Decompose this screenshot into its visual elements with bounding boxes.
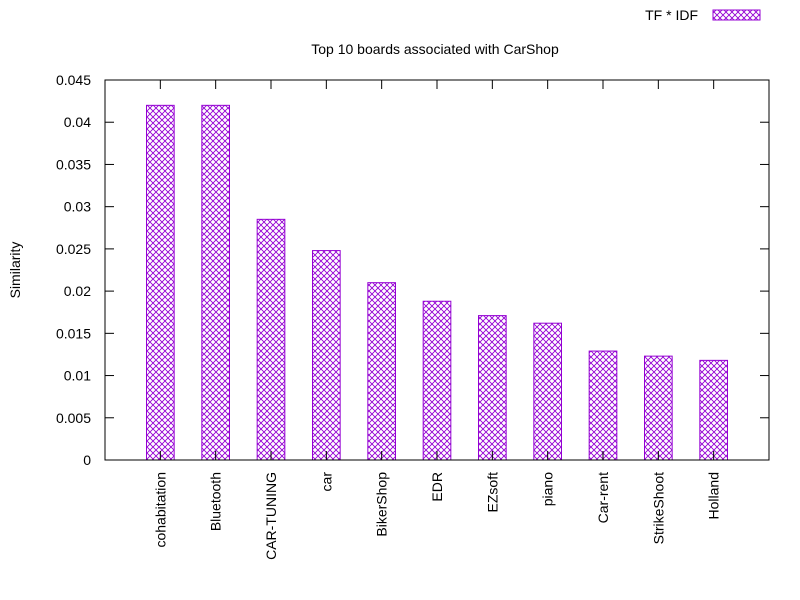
- y-tick-label: 0.015: [56, 325, 91, 341]
- y-tick-label: 0: [83, 452, 91, 468]
- x-tick-label: StrikeShoot: [650, 472, 666, 544]
- x-axis: cohabitation Bluetooth CAR-TUNING car BikerS…: [152, 80, 722, 560]
- bar-ezsoft: [478, 315, 507, 461]
- bar-car-tuning: [256, 218, 286, 461]
- x-tick-label: cohabitation: [152, 472, 168, 548]
- legend-label: TF * IDF: [645, 7, 698, 23]
- y-tick-label: 0.025: [56, 241, 91, 257]
- x-tick-label: Car-rent: [595, 472, 611, 523]
- chart-title: Top 10 boards associated with CarShop: [311, 41, 559, 57]
- x-tick-label: Bluetooth: [208, 472, 224, 531]
- x-tick-label: EZsoft: [484, 472, 500, 513]
- bar-bluetooth: [201, 104, 230, 461]
- y-axis: 0 0.005 0.01 0.015 0.02 0.025 0.03 0.035 0.04 0.0…: [56, 72, 769, 468]
- bar-car: [312, 250, 341, 461]
- y-tick-label: 0.04: [64, 114, 91, 130]
- y-tick-label: 0.03: [64, 199, 91, 215]
- bar-cohabitation: [146, 104, 175, 461]
- y-tick-label: 0.035: [56, 156, 91, 172]
- bar-strikeshoot: [644, 355, 673, 461]
- bar-piano: [533, 322, 562, 461]
- legend: TF * IDF: [645, 7, 761, 23]
- y-tick-label: 0.02: [64, 283, 91, 299]
- x-tick-label: EDR: [429, 472, 445, 502]
- bar-holland: [699, 359, 728, 461]
- x-tick-label: piano: [540, 472, 556, 506]
- plot-frame: [104, 79, 770, 461]
- y-tick-label: 0.005: [56, 410, 91, 426]
- x-tick-label: CAR-TUNING: [263, 472, 279, 560]
- bar-car-rent: [588, 350, 618, 461]
- bar-bikershop: [367, 282, 397, 461]
- bar-edr: [422, 300, 452, 461]
- x-tick-label: car: [318, 472, 334, 492]
- x-tick-label: BikerShop: [374, 472, 390, 537]
- legend-swatch: [712, 9, 761, 21]
- y-tick-label: 0.01: [64, 368, 91, 384]
- y-axis-label: Similarity: [7, 242, 23, 299]
- x-tick-label: Holland: [706, 472, 722, 519]
- y-tick-label: 0.045: [56, 72, 91, 88]
- bars: [146, 104, 728, 461]
